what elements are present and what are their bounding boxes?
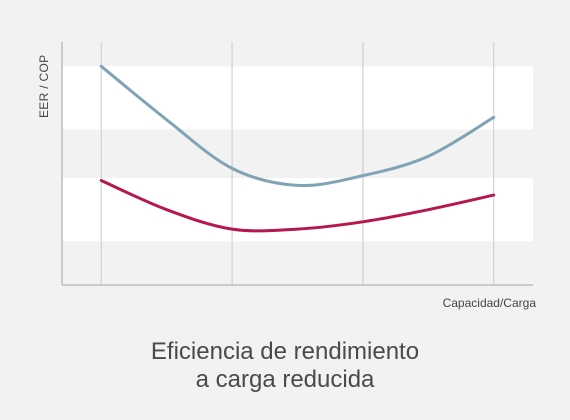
chart-caption: Eficiencia de rendimiento a carga reduci… xyxy=(0,338,570,394)
x-axis-label: Capacidad/Carga xyxy=(442,296,536,310)
caption-line-1: Eficiencia de rendimiento xyxy=(150,338,420,365)
y-axis-label: EER / COP xyxy=(37,54,51,118)
caption-line-2: a carga reducida xyxy=(195,366,375,393)
band-1 xyxy=(62,178,533,242)
series-line-2 xyxy=(99,179,496,233)
series-line-1 xyxy=(99,64,496,188)
band-2 xyxy=(62,66,533,130)
chart-plot xyxy=(61,42,533,286)
